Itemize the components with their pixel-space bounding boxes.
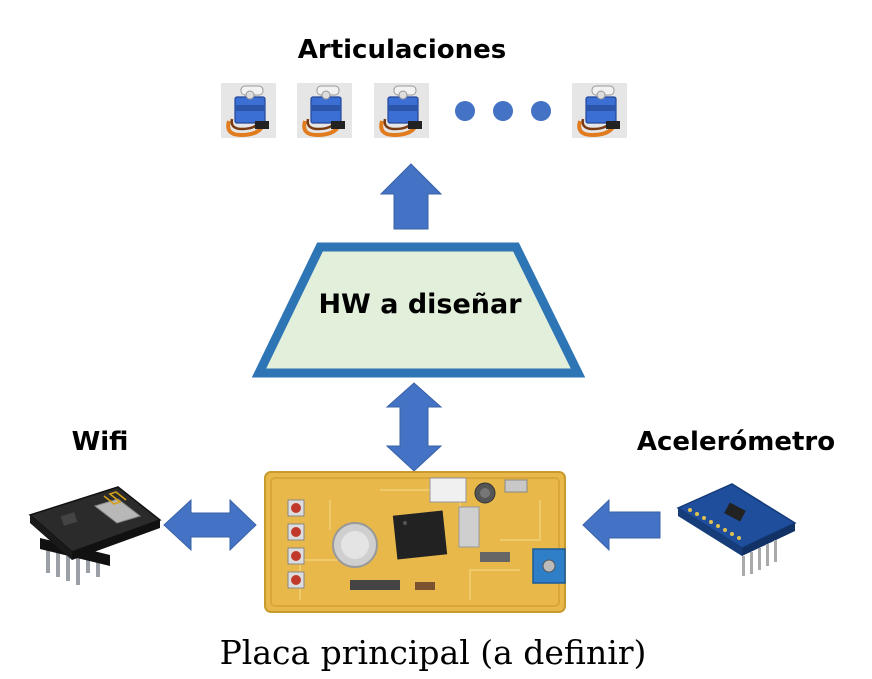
servo-icon <box>221 83 276 138</box>
double-arrow-icon <box>385 382 443 472</box>
board-buttons <box>287 499 305 589</box>
mcu-chip <box>392 510 448 560</box>
horizontal-double-arrow-icon <box>163 498 257 552</box>
up-arrow-icon <box>379 163 443 230</box>
wifi-module-icon <box>28 486 162 585</box>
ellipsis-dots <box>455 101 551 121</box>
wifi-label: Wifi <box>72 427 129 457</box>
accelerometer-label: Acelerómetro <box>637 427 835 457</box>
hw-trapezoid <box>251 242 586 378</box>
accelerometer-module-icon <box>676 483 797 576</box>
servo-icon <box>297 83 352 138</box>
main-board-label: Placa principal (a definir) <box>220 633 647 672</box>
hw-label: HW a diseñar <box>318 289 522 320</box>
accelerometer-chip <box>724 502 746 522</box>
servo-row <box>221 83 627 138</box>
left-arrow-icon <box>582 498 661 552</box>
servo-icon <box>374 83 429 138</box>
servo-icon <box>572 83 627 138</box>
joints-label: Articulaciones <box>298 35 506 65</box>
ellipsis-dot <box>455 101 475 121</box>
main-board-icon <box>264 471 566 613</box>
ellipsis-dot <box>531 101 551 121</box>
ellipsis-dot <box>493 101 513 121</box>
